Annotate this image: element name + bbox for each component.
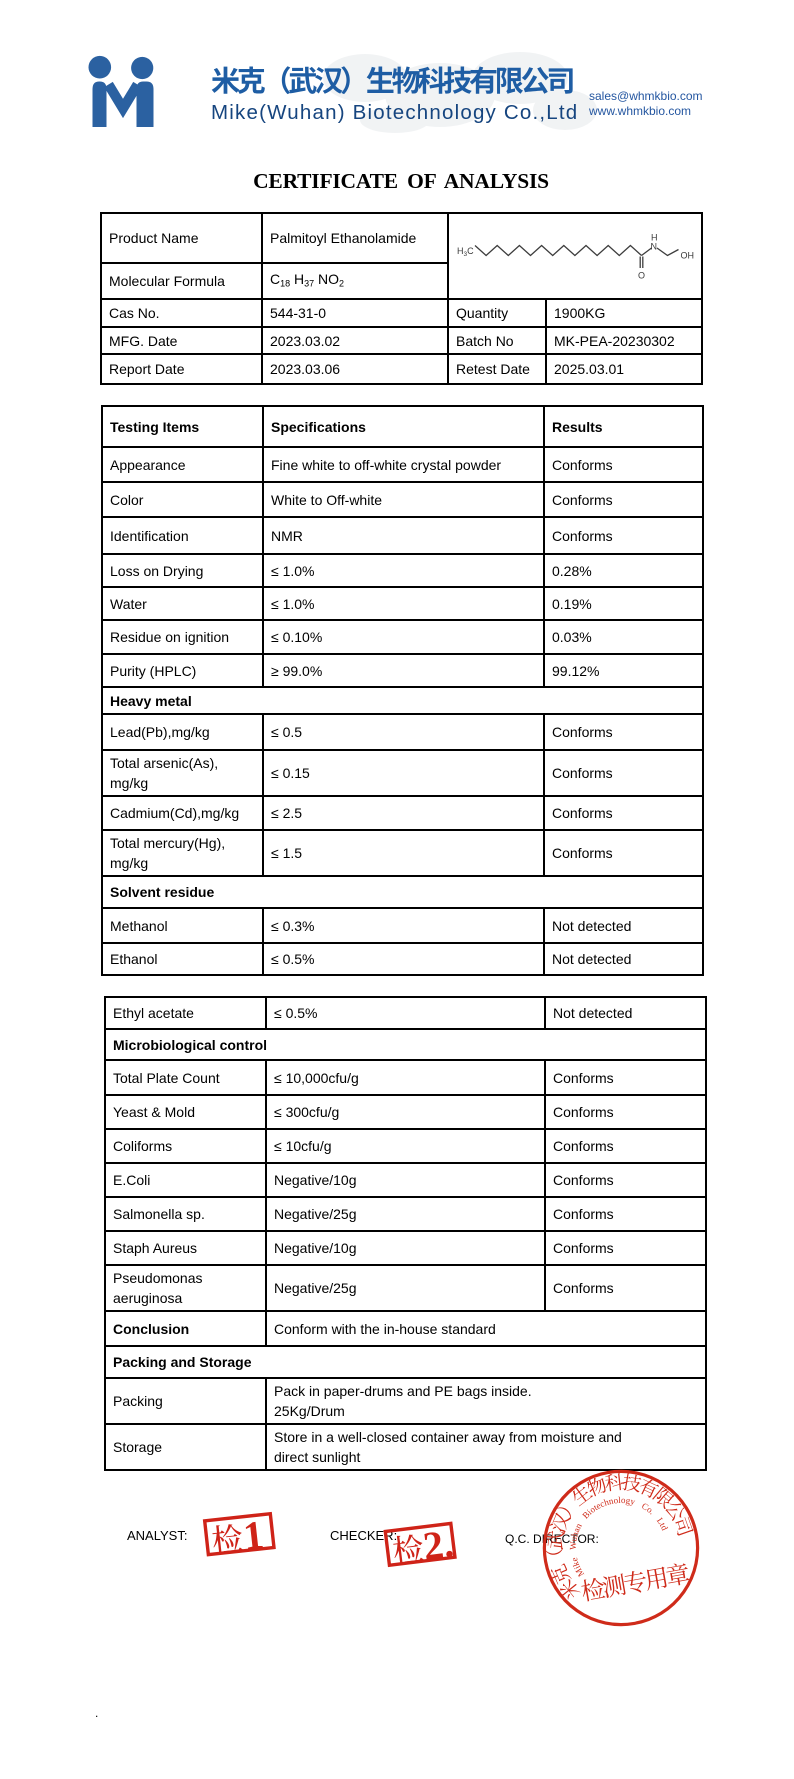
- svg-text:O: O: [638, 271, 645, 281]
- svg-text:Mike Wuhan Biotechnology Co.: Mike Wuhan Biotechnology Co. Ltd: [559, 1487, 676, 1580]
- svg-text:1: 1: [241, 1512, 266, 1559]
- svg-text:2.: 2.: [421, 1520, 456, 1568]
- svg-text:H3C: H3C: [457, 246, 474, 258]
- svg-text:H: H: [651, 233, 658, 243]
- svg-text:N: N: [651, 242, 658, 252]
- svg-text:OH: OH: [681, 251, 695, 261]
